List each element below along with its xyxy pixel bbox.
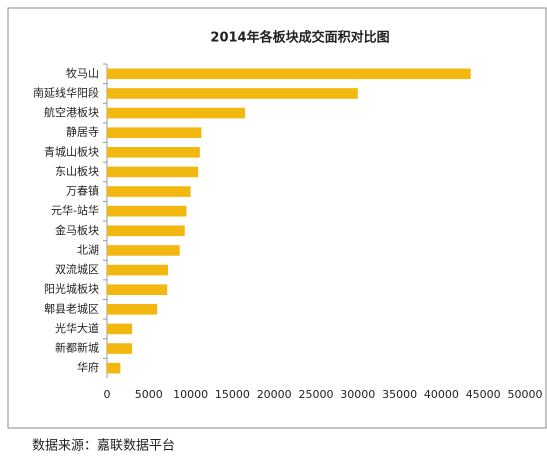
y-tick-label: 航空港板块: [44, 105, 99, 119]
y-tick-label: 新都新城: [55, 341, 99, 355]
x-tick-label: 25000: [299, 388, 334, 401]
y-tick-label: 牧马山: [66, 66, 99, 80]
x-tick-label: 50000: [508, 388, 543, 401]
y-tick-label: 万春镇: [66, 184, 99, 198]
bar: [107, 304, 158, 315]
x-tick-label: 35000: [382, 388, 417, 401]
x-tick-label: 5000: [135, 388, 163, 401]
bar: [107, 147, 200, 158]
y-tick-label: 北湖: [77, 243, 99, 256]
bar: [107, 225, 185, 237]
bar: [107, 166, 199, 178]
bar: [107, 264, 169, 276]
y-tick-label: 双流城区: [55, 262, 99, 276]
bar: [107, 68, 471, 80]
y-tick-label: 金马板块: [55, 223, 99, 237]
bar: [107, 362, 121, 374]
y-tick-label: 光华大道: [55, 321, 99, 335]
x-tick-label: 0: [104, 388, 111, 401]
y-tick-label: 青城山板块: [44, 144, 99, 158]
x-tick-label: 20000: [257, 388, 292, 401]
y-tick-label: 东山板块: [55, 164, 99, 178]
y-tick-label: 南延线华阳段: [33, 85, 99, 99]
x-tick-label: 30000: [340, 388, 375, 401]
y-tick-label: 静居寺: [66, 125, 99, 139]
chart-border: [7, 7, 547, 429]
chart-title: 2014年各板块成交面积对比图: [210, 30, 389, 46]
y-tick-label: 元华-站华: [51, 203, 99, 217]
bar: [107, 245, 180, 256]
x-tick-label: 10000: [173, 388, 208, 401]
x-tick-label: 15000: [215, 388, 250, 401]
source-note: 数据来源：嘉联数据平台: [32, 439, 175, 454]
y-tick-label: 华府: [77, 360, 99, 374]
x-tick-label: 45000: [466, 388, 501, 401]
bar: [107, 323, 133, 335]
bar: [107, 107, 245, 119]
bar: [107, 205, 187, 217]
y-tick-label: 郫县老城区: [44, 301, 99, 315]
y-tick-label: 阳光城板块: [44, 282, 99, 296]
x-tick-label: 40000: [424, 388, 459, 401]
bar: [107, 186, 191, 197]
bar: [107, 88, 358, 99]
bar: [107, 127, 202, 138]
bar: [107, 343, 133, 354]
bar: [107, 284, 168, 295]
